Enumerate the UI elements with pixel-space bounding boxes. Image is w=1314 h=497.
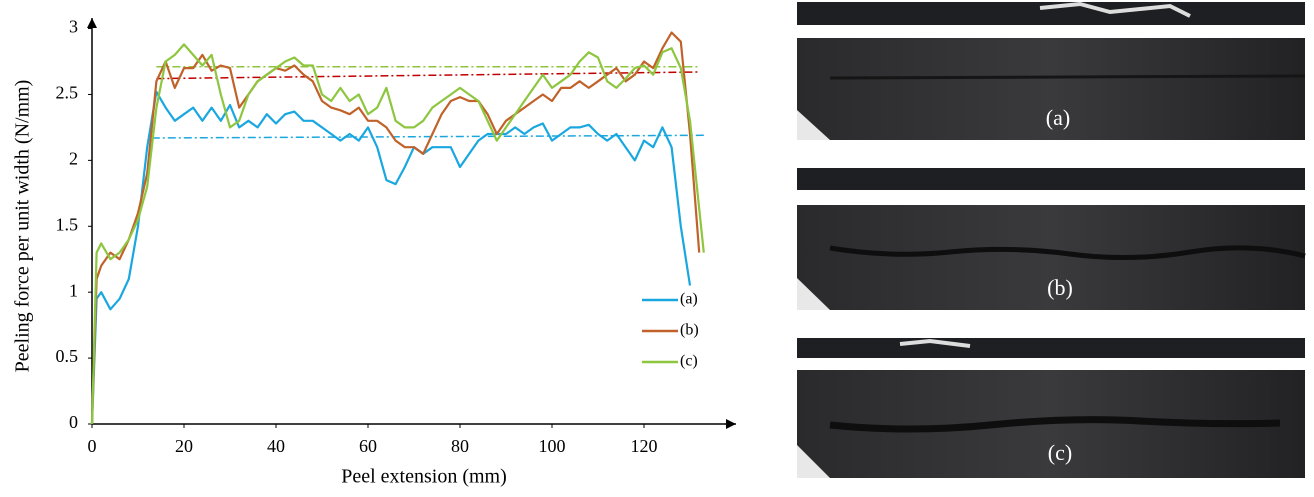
- y-tick-label: 0: [69, 412, 78, 432]
- x-tick-label: 100: [539, 436, 566, 456]
- photo-detail: [797, 278, 830, 310]
- series-line: [90, 43, 705, 425]
- photo-plate: [797, 38, 1305, 140]
- photo-label: (a): [1046, 105, 1070, 130]
- x-tick-label: 40: [267, 436, 285, 456]
- x-tick-label: 120: [631, 436, 658, 456]
- chart: 0 0.5 1 1.5 2 2.5 3 0 20 40 60 80 100 120 (a) (b) (c): [56, 17, 736, 456]
- photo-label: (b): [1047, 275, 1073, 300]
- series-line: [90, 31, 701, 425]
- x-tick-label: 0: [88, 436, 97, 456]
- y-tick-label: 2: [69, 148, 78, 168]
- x-tick-label: 80: [451, 436, 469, 456]
- photo-detail: [797, 110, 830, 140]
- mean-line: [151, 134, 704, 139]
- x-axis-arrow: [726, 419, 736, 429]
- x-axis-label: Peel extension (mm): [341, 466, 507, 488]
- photo-detail: [1039, 1, 1191, 18]
- photo-panel: (a) (b) (c): [797, 1, 1306, 478]
- y-axis-arrow: [87, 18, 97, 28]
- legend-label: (b): [680, 322, 699, 339]
- y-tick-label: 1: [69, 280, 78, 300]
- photo-detail: [797, 445, 830, 478]
- y-tick-label: 1.5: [56, 214, 79, 234]
- series-line: [90, 90, 692, 425]
- photo-strip: [797, 338, 1305, 358]
- y-tick-label: 0.5: [56, 346, 79, 366]
- photo-detail: [829, 245, 1306, 261]
- photo-detail: [899, 338, 971, 348]
- photo-plate: [797, 205, 1305, 310]
- y-axis-label: Peeling force per unit width (N/mm): [12, 80, 34, 373]
- legend-label: (c): [680, 353, 698, 370]
- x-tick-label: 60: [359, 436, 377, 456]
- photo-strip: [797, 168, 1305, 190]
- photo-strip: [797, 2, 1305, 25]
- photo-detail: [829, 74, 1306, 80]
- photo-label: (c): [1048, 440, 1072, 465]
- y-tick-label: 3: [69, 17, 78, 37]
- photo-detail: [829, 416, 1281, 433]
- x-tick-label: 20: [175, 436, 193, 456]
- legend-label: (a): [680, 291, 698, 308]
- y-tick-label: 2.5: [56, 83, 79, 103]
